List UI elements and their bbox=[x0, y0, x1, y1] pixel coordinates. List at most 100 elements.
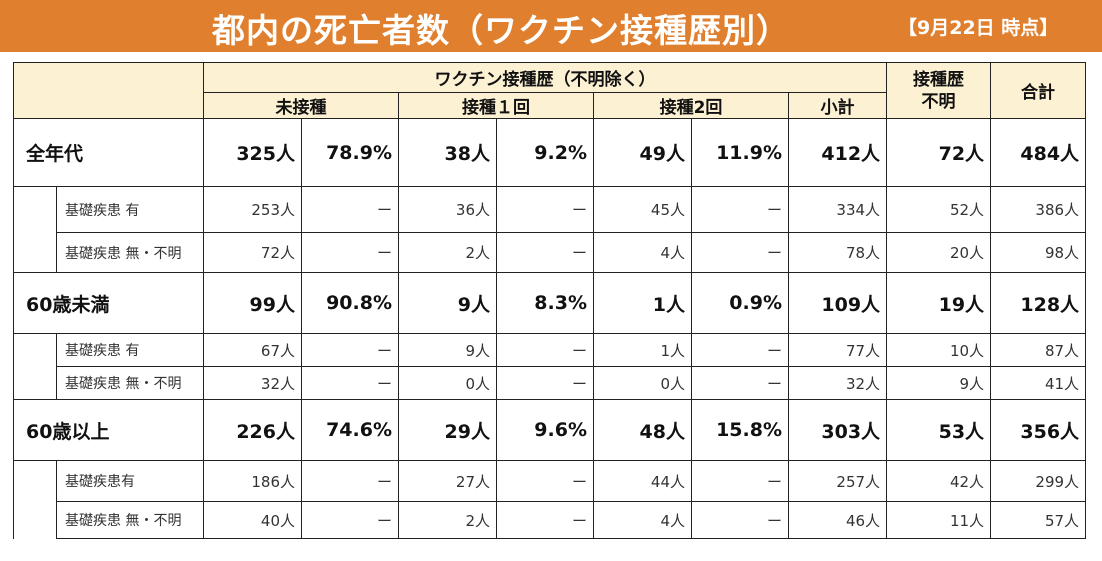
subcategory-label: 基礎疾患 無・不明 bbox=[56, 366, 204, 400]
cell: 87人 bbox=[990, 333, 1087, 367]
cell: 67人 bbox=[203, 333, 302, 367]
category-label: 60歳未満 bbox=[13, 272, 204, 334]
cell: 257人 bbox=[787, 460, 888, 502]
dose1-count: 29人 bbox=[398, 399, 497, 461]
cell: 52人 bbox=[886, 186, 992, 233]
cell: 4人 bbox=[593, 232, 692, 273]
page-title: 都内の死亡者数（ワクチン接種歴別） bbox=[212, 11, 790, 50]
dose2-percent: 0.9% bbox=[691, 272, 789, 334]
cell: 44人 bbox=[593, 460, 692, 502]
cell: ー bbox=[301, 232, 399, 273]
table-row: 基礎疾患 無・不明 32人 ー 0人 ー 0人 ー 32人 9人 41人 bbox=[14, 366, 1087, 400]
dose2-count: 49人 bbox=[593, 118, 692, 187]
unknown-header: 接種歴 不明 bbox=[886, 62, 992, 119]
cell: 42人 bbox=[886, 460, 992, 502]
table-row: 基礎疾患 有 253人 ー 36人 ー 45人 ー 334人 52人 386人 bbox=[13, 186, 1087, 273]
cell: 386人 bbox=[990, 186, 1087, 233]
unvaccinated-count: 325人 bbox=[203, 118, 302, 187]
cell: ー bbox=[691, 232, 789, 273]
subtotal-header: 小計 bbox=[787, 92, 888, 119]
cell: 72人 bbox=[203, 232, 302, 273]
unvaccinated-percent: 90.8% bbox=[301, 272, 399, 334]
table-row: 基礎疾患 有 67人 ー 9人 ー 1人 ー 77人 10人 87人 bbox=[13, 333, 1087, 400]
cell: ー bbox=[691, 366, 789, 400]
cell: 299人 bbox=[990, 460, 1087, 502]
cell: 40人 bbox=[203, 501, 302, 539]
indent-cell bbox=[13, 333, 57, 400]
cell: ー bbox=[496, 460, 594, 502]
total-count: 484人 bbox=[990, 118, 1087, 187]
cell: 253人 bbox=[203, 186, 302, 233]
subtotal-count: 109人 bbox=[787, 272, 888, 334]
subtotal-count: 412人 bbox=[787, 118, 888, 187]
cell: 0人 bbox=[593, 366, 692, 400]
subcategory-label: 基礎疾患 無・不明 bbox=[56, 501, 204, 539]
total-count: 356人 bbox=[990, 399, 1087, 461]
cell: 2人 bbox=[398, 232, 497, 273]
cell: 20人 bbox=[886, 232, 992, 273]
cell: ー bbox=[301, 186, 399, 233]
cell: ー bbox=[691, 333, 789, 367]
dose1-count: 38人 bbox=[398, 118, 497, 187]
cell: ー bbox=[496, 232, 594, 273]
title-banner: 都内の死亡者数（ワクチン接種歴別） 【9月22日 時点】 bbox=[0, 0, 1102, 52]
cell: 10人 bbox=[886, 333, 992, 367]
cell: 11人 bbox=[886, 501, 992, 539]
unknown-count: 53人 bbox=[886, 399, 992, 461]
unvaccinated-count: 226人 bbox=[203, 399, 302, 461]
cell: 46人 bbox=[787, 501, 888, 539]
subcategory-label: 基礎疾患 無・不明 bbox=[56, 232, 204, 273]
table-row: 基礎疾患有 186人 ー 27人 ー 44人 ー 257人 42人 299人 bbox=[13, 460, 1087, 539]
subcategory-label: 基礎疾患有 bbox=[56, 460, 204, 502]
cell: 98人 bbox=[990, 232, 1087, 273]
cell: ー bbox=[496, 333, 594, 367]
cell: 36人 bbox=[398, 186, 497, 233]
dose2-percent: 15.8% bbox=[691, 399, 789, 461]
table-row: 60歳以上 226人 74.6% 29人 9.6% 48人 15.8% 303人… bbox=[13, 399, 1087, 461]
cell: 77人 bbox=[787, 333, 888, 367]
subcategory-label: 基礎疾患 有 bbox=[56, 333, 204, 367]
cell: 4人 bbox=[593, 501, 692, 539]
vaccine-history-header: ワクチン接種歴（不明除く） bbox=[202, 62, 888, 93]
unvaccinated-count: 99人 bbox=[203, 272, 302, 334]
dose1-percent: 9.6% bbox=[496, 399, 594, 461]
cell: ー bbox=[301, 366, 399, 400]
table-row: 全年代 325人 78.9% 38人 9.2% 49人 11.9% 412人 7… bbox=[13, 118, 1087, 187]
cell: 27人 bbox=[398, 460, 497, 502]
cell: 45人 bbox=[593, 186, 692, 233]
cell: 1人 bbox=[593, 333, 692, 367]
cell: 57人 bbox=[990, 501, 1087, 539]
category-label: 全年代 bbox=[13, 118, 204, 187]
dose1-header: 接種１回 bbox=[398, 92, 594, 119]
cell: 2人 bbox=[398, 501, 497, 539]
cell: 78人 bbox=[787, 232, 888, 273]
unvaccinated-header: 未接種 bbox=[203, 92, 399, 119]
unvaccinated-percent: 74.6% bbox=[301, 399, 399, 461]
dose2-header: 接種2回 bbox=[593, 92, 789, 119]
cell: 32人 bbox=[203, 366, 302, 400]
indent-cell bbox=[13, 460, 57, 539]
table-row: 60歳未満 99人 90.8% 9人 8.3% 1人 0.9% 109人 19人… bbox=[13, 272, 1087, 334]
dose2-count: 48人 bbox=[593, 399, 692, 461]
cell: ー bbox=[301, 460, 399, 502]
cell: 32人 bbox=[787, 366, 888, 400]
cell: 9人 bbox=[886, 366, 992, 400]
cell: 334人 bbox=[787, 186, 888, 233]
indent-cell bbox=[13, 186, 57, 273]
dose1-count: 9人 bbox=[398, 272, 497, 334]
subcategory-label: 基礎疾患 有 bbox=[56, 186, 204, 233]
deaths-by-vaccination-table: ワクチン接種歴（不明除く） 接種歴 不明 合計 未接種 接種１回 接種2回 小計… bbox=[13, 62, 1087, 539]
as-of-date: 【9月22日 時点】 bbox=[898, 17, 1059, 39]
cell: ー bbox=[496, 366, 594, 400]
subtotal-count: 303人 bbox=[787, 399, 888, 461]
table-row: 基礎疾患 無・不明 40人 ー 2人 ー 4人 ー 46人 11人 57人 bbox=[14, 501, 1087, 539]
dose1-percent: 9.2% bbox=[496, 118, 594, 187]
cell: 9人 bbox=[398, 333, 497, 367]
total-count: 128人 bbox=[990, 272, 1087, 334]
dose2-count: 1人 bbox=[593, 272, 692, 334]
total-header: 合計 bbox=[990, 62, 1087, 119]
table-row: 基礎疾患 無・不明 72人 ー 2人 ー 4人 ー 78人 20人 98人 bbox=[14, 232, 1087, 273]
cell: ー bbox=[496, 186, 594, 233]
cell: ー bbox=[691, 186, 789, 233]
corner-cell bbox=[13, 62, 204, 119]
